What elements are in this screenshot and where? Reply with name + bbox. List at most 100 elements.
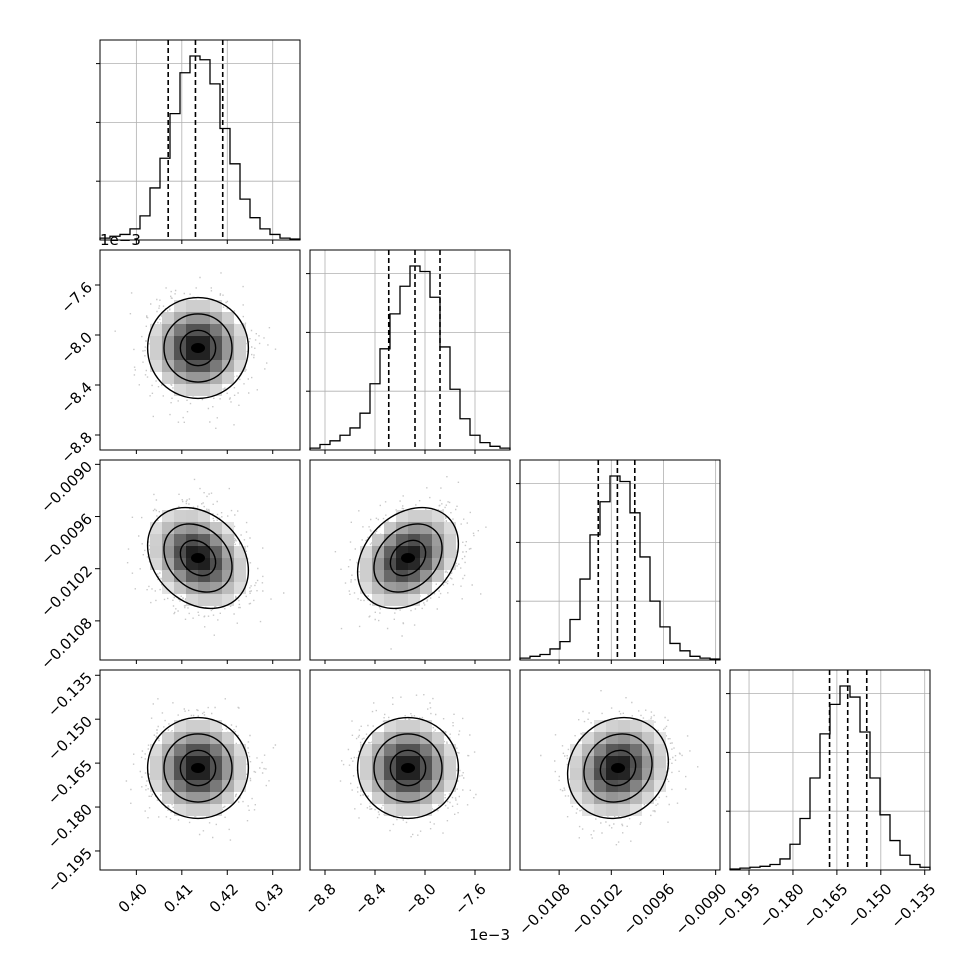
density-cell	[186, 570, 198, 582]
density-cell	[570, 780, 582, 792]
density-cell	[594, 792, 606, 804]
density-cell	[594, 768, 606, 780]
density-cell	[198, 522, 210, 534]
density-cell	[234, 780, 246, 792]
y-tick-label: −0.135	[44, 669, 96, 721]
x-tick-label: −0.135	[887, 880, 939, 932]
contour-ellipse	[179, 749, 217, 787]
hist-p1	[309, 265, 511, 450]
contour-ellipse	[163, 733, 233, 803]
density-cell	[150, 348, 162, 360]
contour-ellipse	[389, 539, 427, 577]
density-cell	[630, 768, 642, 780]
y-tick-label: −0.0096	[37, 510, 96, 569]
density-cell	[234, 324, 246, 336]
density-cell	[408, 570, 420, 582]
density-cell	[408, 720, 420, 732]
contour-ellipse	[373, 733, 443, 803]
hist-panel-p2	[516, 459, 721, 661]
density-cell	[594, 756, 606, 768]
density-cell	[162, 582, 174, 594]
density-cell	[360, 768, 372, 780]
contour-ellipse	[179, 329, 217, 367]
density-cell	[174, 570, 186, 582]
x-offset-label: 1e−3	[469, 926, 510, 944]
density-cell	[234, 546, 246, 558]
density-cell	[174, 744, 186, 756]
density-cell	[210, 804, 222, 816]
density-cell	[210, 570, 222, 582]
density-cell	[630, 720, 642, 732]
hist-background	[100, 40, 300, 240]
density-cell	[618, 744, 630, 756]
density-cell	[210, 360, 222, 372]
x-tick-label: −8.0	[401, 880, 439, 918]
density-cell	[186, 300, 198, 312]
density-cell	[384, 804, 396, 816]
density-cell	[420, 534, 432, 546]
y-tick-label: −0.0090	[37, 458, 96, 517]
contour-ellipse	[373, 523, 443, 593]
density-cell	[630, 756, 642, 768]
density-cell	[162, 372, 174, 384]
density-cell	[162, 312, 174, 324]
density-cell	[630, 792, 642, 804]
density-cell	[594, 804, 606, 816]
density-peak	[191, 763, 205, 773]
density-cell	[618, 780, 630, 792]
density-cell	[372, 582, 384, 594]
hist-frame	[519, 459, 721, 661]
density-cell	[186, 594, 198, 606]
contour-ellipse	[146, 716, 250, 820]
pair-panel-p0-p3	[95, 669, 301, 871]
density-cell	[420, 780, 432, 792]
contour-ellipse	[356, 716, 460, 820]
density-cell	[372, 732, 384, 744]
contour-ellipse	[179, 539, 217, 577]
density-cell	[384, 546, 396, 558]
density-cell	[432, 792, 444, 804]
density-cell	[234, 348, 246, 360]
pair-frame	[99, 249, 301, 451]
density-cell	[384, 594, 396, 606]
pair-panel-p1-p2	[309, 459, 511, 661]
density-cell	[444, 522, 456, 534]
pair-frame	[309, 459, 511, 661]
contour-ellipse	[146, 506, 250, 610]
density-cell	[396, 534, 408, 546]
density-cell	[162, 732, 174, 744]
density-cell	[606, 780, 618, 792]
density-cell	[654, 768, 666, 780]
density-cell	[606, 720, 618, 732]
density-cell	[222, 522, 234, 534]
contour-ellipse	[389, 749, 427, 787]
pair-frame	[99, 459, 301, 661]
density-cell	[150, 324, 162, 336]
density-cell	[642, 732, 654, 744]
density-peak	[611, 763, 625, 773]
y-tick-label: −0.0102	[37, 562, 96, 621]
density-cell	[372, 594, 384, 606]
x-tick-label: −8.4	[351, 880, 389, 918]
x-tick-label: −0.180	[756, 880, 808, 932]
x-tick-label: −0.150	[844, 880, 896, 932]
density-cell	[396, 804, 408, 816]
density-cell	[432, 570, 444, 582]
density-cell	[432, 510, 444, 522]
density-cell	[174, 720, 186, 732]
density-cell	[444, 756, 456, 768]
density-cell	[198, 804, 210, 816]
contour-ellipse	[583, 733, 653, 803]
density-cell	[186, 720, 198, 732]
density-cell	[444, 744, 456, 756]
density-cell	[444, 546, 456, 558]
pair-inner	[310, 460, 510, 660]
density-cell	[186, 804, 198, 816]
density-cell	[174, 780, 186, 792]
density-cell	[222, 732, 234, 744]
density-cell	[150, 744, 162, 756]
density-cell	[642, 780, 654, 792]
density-cell	[234, 744, 246, 756]
density-cell	[654, 756, 666, 768]
density-cell	[198, 594, 210, 606]
